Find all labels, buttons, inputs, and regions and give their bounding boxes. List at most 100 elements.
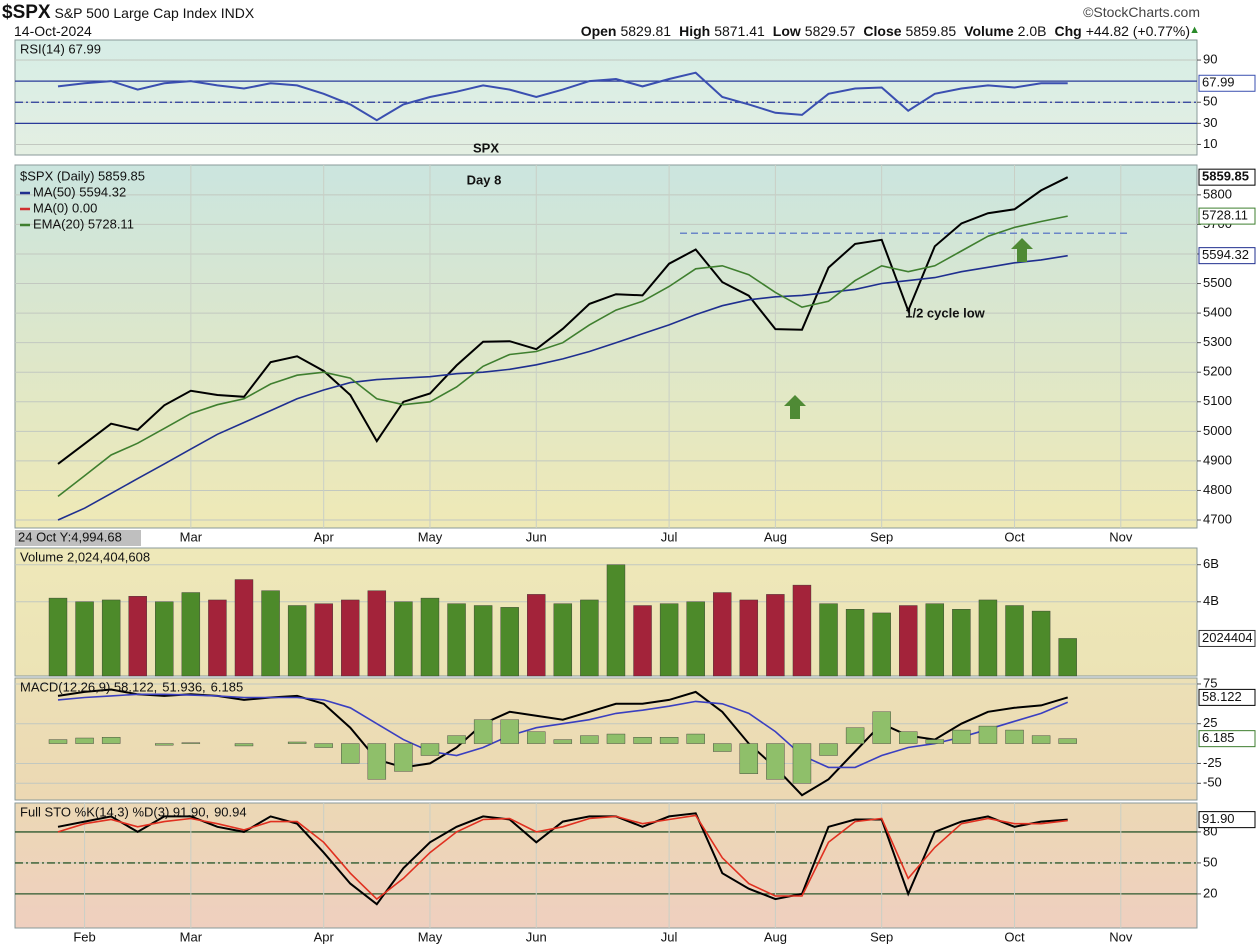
y-tick-label: 20 bbox=[1203, 885, 1217, 900]
value-tag: 5859.85 bbox=[1202, 169, 1249, 184]
series-line bbox=[57, 215, 1068, 498]
source: ©StockCharts.com bbox=[1083, 4, 1200, 20]
bar bbox=[580, 599, 599, 677]
bar bbox=[739, 743, 759, 774]
bar bbox=[447, 603, 466, 677]
bar bbox=[394, 601, 413, 677]
bar bbox=[287, 605, 307, 677]
bar bbox=[899, 605, 918, 677]
series-line bbox=[57, 812, 1068, 906]
series-line bbox=[57, 176, 1069, 465]
legend-label: MACD(12,26,9) 58.122, bbox=[20, 679, 157, 694]
bar bbox=[1005, 605, 1024, 677]
bar bbox=[713, 743, 732, 752]
bar bbox=[978, 725, 998, 744]
quote-value: 2.0B bbox=[1017, 23, 1047, 39]
value-tag: 2024404 bbox=[1202, 630, 1253, 645]
date: 14-Oct-2024 bbox=[14, 23, 92, 39]
x-tick-label: Nov bbox=[1109, 529, 1133, 544]
bar bbox=[633, 737, 652, 744]
bar bbox=[234, 579, 254, 677]
bar bbox=[553, 739, 573, 744]
panel-background bbox=[14, 677, 1198, 801]
index-name: S&P 500 Large Cap Index bbox=[54, 5, 217, 21]
series-line bbox=[57, 814, 1068, 901]
value-tag-box bbox=[1198, 629, 1256, 647]
x-tick-label: Jul bbox=[661, 529, 678, 544]
bar bbox=[845, 727, 865, 744]
bar bbox=[553, 603, 573, 677]
y-tick-label: 4800 bbox=[1203, 482, 1232, 497]
y-tick-label: 10 bbox=[1203, 136, 1217, 151]
bar bbox=[606, 733, 626, 744]
bar bbox=[234, 743, 254, 747]
title-row: $SPX S&P 500 Large Cap Index INDX bbox=[2, 2, 254, 24]
bar bbox=[75, 737, 94, 744]
series-line bbox=[57, 693, 1069, 769]
bar bbox=[473, 719, 493, 744]
y-tick-label: 30 bbox=[1203, 115, 1217, 130]
x-tick-label: Mar bbox=[180, 529, 203, 544]
up-arrow-icon: ▲ bbox=[1189, 24, 1200, 36]
bar bbox=[314, 743, 333, 748]
bar bbox=[394, 743, 413, 772]
bar bbox=[155, 601, 174, 677]
x-tick-label: Nov bbox=[1109, 929, 1133, 944]
quote-value: 5871.41 bbox=[714, 23, 765, 39]
y-tick-label: 4B bbox=[1203, 593, 1219, 608]
bar bbox=[925, 603, 945, 677]
value-tag-box bbox=[1198, 811, 1256, 829]
y-tick-label: 5400 bbox=[1203, 305, 1232, 320]
bar bbox=[1058, 738, 1077, 744]
bar bbox=[527, 594, 546, 677]
x-tick-label: Apr bbox=[314, 529, 335, 544]
value-tag-box bbox=[1198, 688, 1256, 706]
quote-label: Close bbox=[863, 23, 902, 39]
bar bbox=[792, 584, 812, 677]
bar bbox=[899, 731, 918, 744]
bar bbox=[420, 743, 440, 756]
bar bbox=[872, 612, 891, 677]
x-tick-label: Sep bbox=[870, 529, 893, 544]
bar bbox=[845, 609, 865, 677]
quote-row: Open 5829.81 High 5871.41 Low 5829.57 Close 585… bbox=[581, 23, 1198, 39]
bar bbox=[101, 599, 121, 677]
bar bbox=[48, 597, 68, 677]
y-tick-label: 5100 bbox=[1203, 393, 1232, 408]
cursor-date-label: 24 Oct Y:4,994.68 bbox=[18, 529, 122, 544]
bar bbox=[792, 743, 812, 784]
legend-label: 51.936, bbox=[162, 679, 205, 694]
bar bbox=[208, 599, 227, 677]
x-tick-label: Jun bbox=[526, 929, 547, 944]
panel-title: Volume 2,024,404,608 bbox=[20, 549, 150, 564]
bar bbox=[155, 743, 174, 746]
bar bbox=[739, 599, 759, 677]
quote-label: Chg bbox=[1054, 23, 1082, 39]
bar bbox=[766, 594, 785, 677]
legend-label: Full STO %K(14,3) %D(3) 91.90, bbox=[20, 804, 209, 819]
x-tick-label: May bbox=[418, 929, 443, 944]
annotation: SPX bbox=[473, 140, 499, 155]
bar bbox=[819, 603, 838, 677]
bar bbox=[447, 735, 466, 744]
bar bbox=[500, 719, 519, 744]
series-line bbox=[57, 71, 1068, 122]
y-tick-label: 4700 bbox=[1203, 511, 1232, 526]
legend-label: MA(50) 5594.32 bbox=[33, 184, 126, 199]
bar bbox=[1031, 735, 1051, 744]
bar bbox=[978, 599, 998, 677]
bar bbox=[181, 592, 201, 677]
bar bbox=[367, 590, 387, 677]
value-tag: 5594.32 bbox=[1202, 247, 1249, 262]
legend-label: 6.185 bbox=[211, 679, 244, 694]
bar bbox=[181, 742, 201, 744]
bar bbox=[686, 601, 705, 677]
arrow-icon bbox=[784, 395, 806, 419]
annotation: Day 8 bbox=[467, 172, 502, 187]
bar bbox=[128, 596, 147, 677]
panel-background bbox=[14, 802, 1198, 929]
quote-label: High bbox=[679, 23, 711, 39]
annotation: 1/2 cycle low bbox=[905, 305, 985, 320]
bar bbox=[500, 607, 519, 677]
